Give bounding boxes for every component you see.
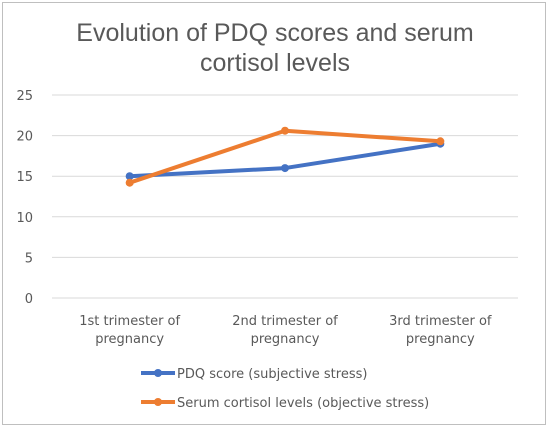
y-tick-label: 5 xyxy=(25,251,33,266)
data-point xyxy=(436,137,445,146)
data-point xyxy=(125,178,134,187)
x-category-label: 3rd trimester of pregnancy xyxy=(389,314,492,347)
legend-swatch-marker xyxy=(154,369,162,377)
x-category-label-line: pregnancy xyxy=(251,332,320,347)
x-category-label-line: 2nd trimester of xyxy=(232,314,338,329)
data-point xyxy=(281,164,289,173)
chart-title: Evolution of PDQ scores and serum cortis… xyxy=(0,18,550,78)
gridlines xyxy=(52,94,518,299)
x-category-label-line: pregnancy xyxy=(95,332,164,347)
chart-frame xyxy=(2,2,546,425)
x-category-label-line: 1st trimester of xyxy=(79,314,180,329)
y-tick-label: 20 xyxy=(16,130,33,145)
data-point xyxy=(125,172,134,181)
x-category-label-line: 3rd trimester of xyxy=(389,314,492,329)
legend-swatch-marker xyxy=(154,398,162,406)
legend-label: Serum cortisol levels (objective stress) xyxy=(177,396,429,411)
legend-label: PDQ score (subjective stress) xyxy=(177,367,367,382)
series-group xyxy=(125,126,445,187)
chart-title-line-1: Evolution of PDQ scores and serum xyxy=(76,19,474,47)
x-category-label-line: pregnancy xyxy=(406,332,475,347)
y-axis-ticks: 0 5 10 15 20 25 xyxy=(16,89,33,307)
legend: PDQ score (subjective stress) Serum corti… xyxy=(141,367,429,411)
y-tick-label: 0 xyxy=(25,292,33,307)
y-tick-label: 15 xyxy=(16,170,33,185)
chart-title-line-2: cortisol levels xyxy=(199,49,351,77)
y-tick-label: 10 xyxy=(16,211,33,226)
y-tick-label: 25 xyxy=(16,89,33,104)
x-category-label: 1st trimester of pregnancy xyxy=(79,314,180,347)
x-category-label: 2nd trimester of pregnancy xyxy=(232,314,338,347)
data-point xyxy=(281,126,289,135)
